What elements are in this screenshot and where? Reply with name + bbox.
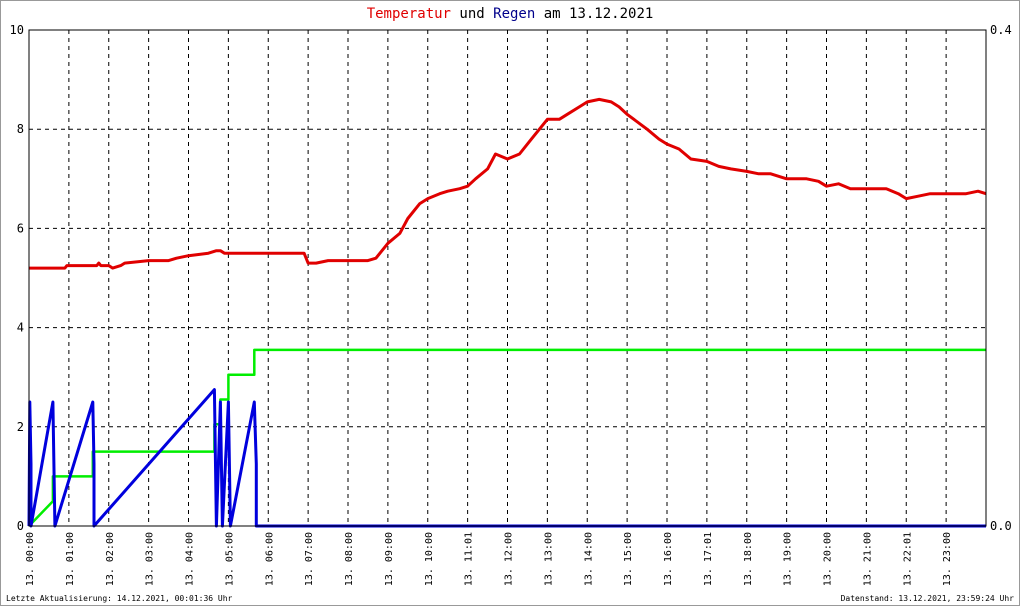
x-tick-label: 13. 19:00 xyxy=(783,532,794,586)
x-tick-label: 13. 11:01 xyxy=(464,532,475,586)
x-tick-label: 13. 14:00 xyxy=(583,532,594,586)
x-tick-label: 13. 01:00 xyxy=(65,532,76,586)
x-tick-label: 13. 05:00 xyxy=(224,532,235,586)
plot-border xyxy=(28,29,987,527)
title-regen: Regen xyxy=(493,6,535,22)
y-tick-label-right: 0.0 xyxy=(990,519,1012,533)
footer-update-time: Letzte Aktualisierung: 14.12.2021, 00:01… xyxy=(6,594,233,603)
y-tick-label-right: 0.4 xyxy=(990,23,1012,37)
x-tick-label: 13. 12:00 xyxy=(504,532,515,586)
x-tick-label: 13. 02:00 xyxy=(105,532,116,586)
x-tick-label: 13. 15:00 xyxy=(623,532,634,586)
x-tick-label: 13. 13:00 xyxy=(543,532,554,586)
grid xyxy=(29,30,986,526)
x-tick-label: 13. 17:01 xyxy=(703,532,714,586)
x-tick-label: 13. 04:00 xyxy=(185,532,196,586)
footer-data-time: Datenstand: 13.12.2021, 23:59:24 Uhr xyxy=(841,594,1015,603)
x-tick-label: 13. 10:00 xyxy=(424,532,435,586)
x-tick-label: 13. 03:00 xyxy=(145,532,156,586)
y-tick-label-left: 10 xyxy=(10,23,24,37)
rain-sum-line xyxy=(28,348,986,527)
x-tick-label: 13. 20:00 xyxy=(823,532,834,586)
x-tick-label: 13. 06:00 xyxy=(264,532,275,586)
temperature-line xyxy=(29,97,987,270)
x-tick-label: 13. 21:00 xyxy=(862,532,873,586)
title-und: und xyxy=(451,6,493,22)
x-tick-label: 13. 22:01 xyxy=(902,532,913,586)
x-tick-label: 13. 00:00 xyxy=(25,532,36,586)
x-tick-label: 13. 07:00 xyxy=(304,532,315,586)
tick-labels: 0 2 4 6 8 10 0.0 0.4 13. 00:00 13. 01:00 13. 02:00… xyxy=(10,23,1012,586)
x-tick-label: 13. 16:00 xyxy=(663,532,674,586)
y-tick-label-left: 0 xyxy=(17,519,24,533)
x-tick-label: 13. 09:00 xyxy=(384,532,395,586)
axes xyxy=(28,29,987,527)
y-tick-label-left: 2 xyxy=(17,420,24,434)
x-tick-label: 13. 18:00 xyxy=(743,532,754,586)
x-tick-label: 13. 23:00 xyxy=(942,532,953,586)
y-tick-label-left: 8 xyxy=(17,122,24,136)
x-tick-label: 13. 08:00 xyxy=(344,532,355,586)
title-date: am 13.12.2021 xyxy=(535,6,653,22)
title-temperatur: Temperatur xyxy=(367,6,451,22)
y-tick-label-left: 4 xyxy=(17,321,24,335)
chart-title: Temperatur und Regen am 13.12.2021 xyxy=(367,6,654,22)
y-tick-label-left: 6 xyxy=(17,221,24,235)
